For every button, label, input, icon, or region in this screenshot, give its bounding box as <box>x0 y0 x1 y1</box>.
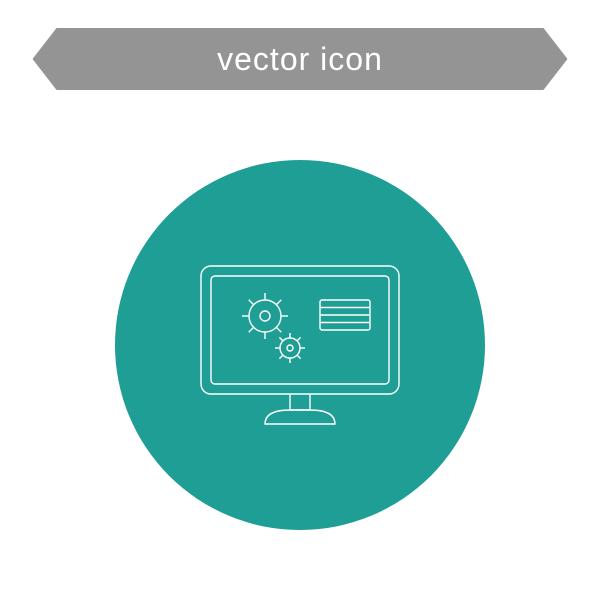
text-lines-icon <box>320 300 370 330</box>
title-banner: vector icon <box>33 28 568 90</box>
icon-circle-background <box>115 160 485 530</box>
banner-label: vector icon <box>217 41 383 78</box>
gear-large-icon <box>242 293 288 339</box>
monitor-neck <box>290 394 310 410</box>
gear-small-icon <box>275 333 305 363</box>
monitor-base <box>265 410 335 424</box>
monitor-settings-icon <box>195 260 405 430</box>
